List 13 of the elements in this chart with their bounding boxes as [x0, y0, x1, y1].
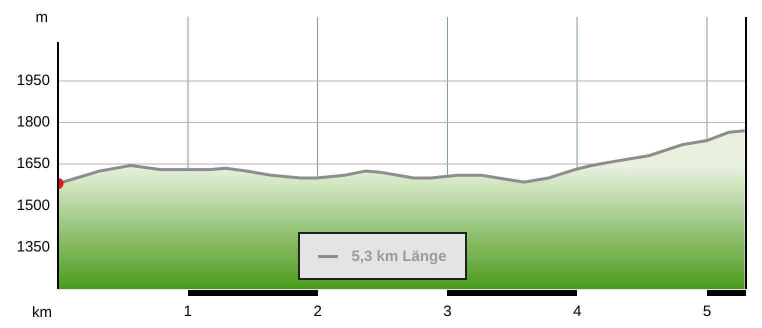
x-tick-label: 4 [573, 303, 582, 320]
y-tick-label: 1500 [16, 196, 50, 214]
x-axis-title: km [32, 304, 52, 322]
y-tick-label: 1650 [16, 155, 50, 172]
y-tick-label: 1950 [16, 72, 50, 89]
y-tick-label: 1800 [16, 114, 50, 131]
x-tick-label: 2 [313, 303, 322, 320]
y-tick-label: 1350 [16, 238, 50, 256]
x-tick-label: 1 [184, 303, 192, 320]
y-axis-title: m [36, 9, 48, 26]
legend-label: 5,3 km Länge [352, 248, 447, 264]
x-tick-label: 3 [443, 303, 452, 320]
x-tick-label: 5 [702, 303, 712, 320]
